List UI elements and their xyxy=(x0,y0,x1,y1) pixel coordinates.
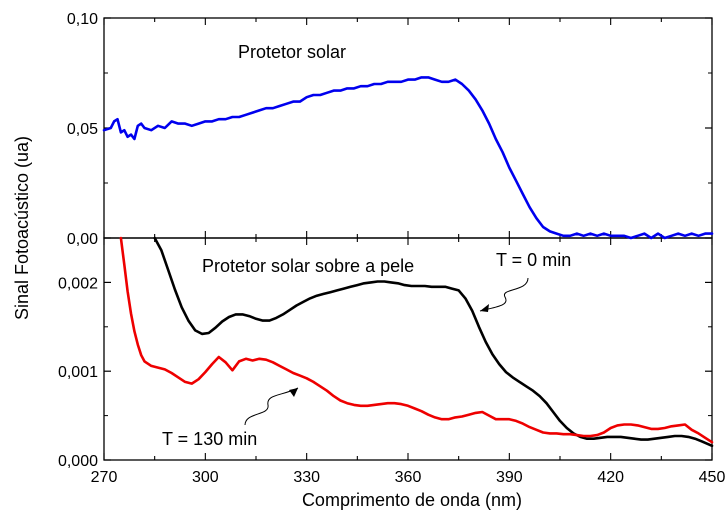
y-tick-label: 0,002 xyxy=(58,275,98,292)
x-tick-label: 300 xyxy=(192,469,219,486)
series-arrow-t130 xyxy=(244,387,299,426)
y-tick-label: 0,05 xyxy=(67,121,98,138)
axis-ticks: 0,00 0,05 0,10 0,000 0,001 0,002 270 300 330 360 3… xyxy=(58,11,725,486)
series-line-0-0 xyxy=(102,76,714,240)
series-arrow-t0-head xyxy=(480,304,489,312)
series-lines xyxy=(102,76,714,448)
x-tick-label: 420 xyxy=(597,469,624,486)
series-label-t0: T = 0 min xyxy=(496,250,571,270)
y-tick-label: 0,00 xyxy=(67,231,98,248)
y-tick-label: 0,10 xyxy=(67,11,98,28)
series-line-1-1 xyxy=(119,236,714,444)
x-tick-label: 270 xyxy=(91,469,118,486)
series-line-1-0 xyxy=(153,236,714,448)
top-panel-frame xyxy=(103,17,713,239)
series-arrow-t130-head xyxy=(289,388,298,397)
bottom-panel-annotation: Protetor solar sobre a pele xyxy=(202,256,414,276)
y-tick-label: 0,001 xyxy=(58,364,98,381)
y-tick-label: 0,000 xyxy=(58,453,98,470)
top-panel: Protetor solar xyxy=(103,17,713,239)
series-arrow-t0 xyxy=(479,277,529,312)
x-tick-label: 390 xyxy=(496,469,523,486)
x-tick-label: 360 xyxy=(395,469,422,486)
x-tick-label: 450 xyxy=(699,469,726,486)
top-panel-annotation: Protetor solar xyxy=(238,42,346,62)
y-axis-title: Sinal Fotoacústico (ua) xyxy=(12,136,32,320)
series-label-t130: T = 130 min xyxy=(162,429,257,449)
bottom-panel: Protetor solar sobre a pele T = 0 min T … xyxy=(103,237,713,461)
x-tick-label: 330 xyxy=(293,469,320,486)
x-axis-title: Comprimento de onda (nm) xyxy=(302,490,522,510)
